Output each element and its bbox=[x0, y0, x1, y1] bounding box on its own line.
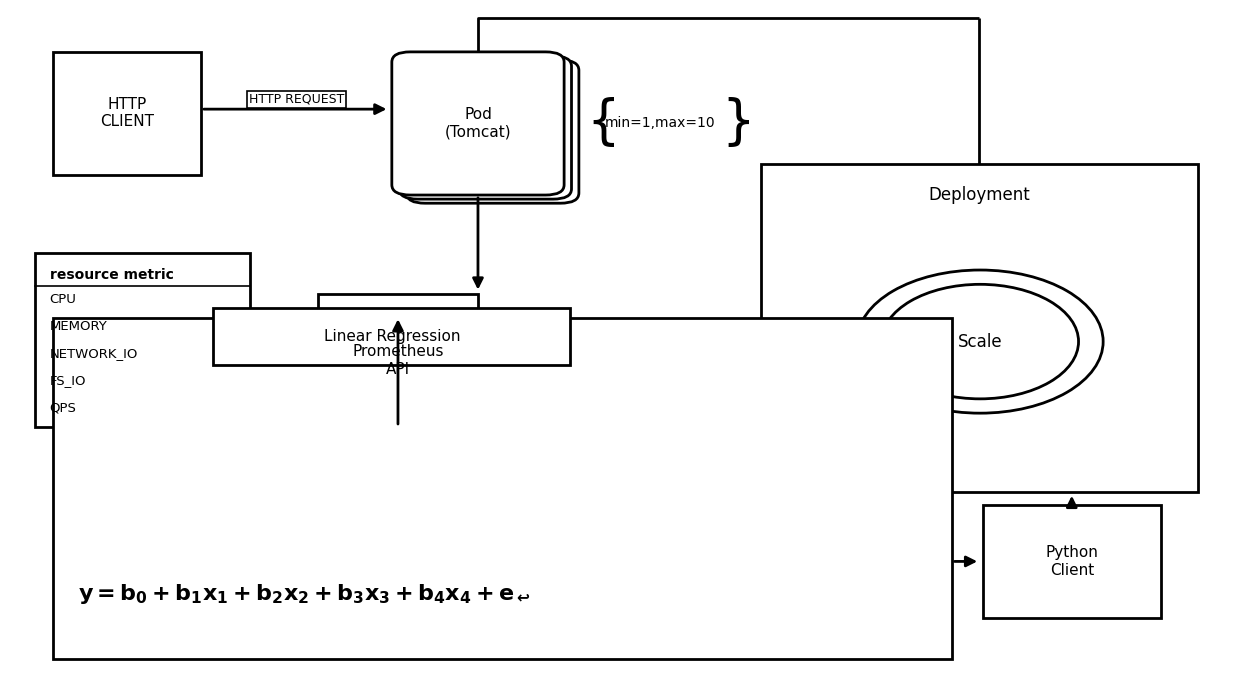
Text: HTTP
CLIENT: HTTP CLIENT bbox=[100, 97, 154, 130]
Text: Prometheus
API: Prometheus API bbox=[352, 344, 444, 377]
Text: CPU: CPU bbox=[50, 293, 77, 306]
FancyBboxPatch shape bbox=[983, 505, 1161, 618]
Ellipse shape bbox=[882, 284, 1078, 399]
Text: NETWORK_IO: NETWORK_IO bbox=[50, 347, 138, 360]
Text: Linear Regression: Linear Regression bbox=[323, 329, 460, 344]
Text: FS_IO: FS_IO bbox=[50, 374, 87, 387]
FancyBboxPatch shape bbox=[53, 52, 201, 175]
FancyBboxPatch shape bbox=[318, 294, 478, 427]
FancyBboxPatch shape bbox=[392, 52, 564, 195]
FancyBboxPatch shape bbox=[53, 317, 952, 658]
Text: MEMORY: MEMORY bbox=[50, 319, 108, 333]
Text: QPS: QPS bbox=[50, 402, 77, 415]
FancyBboxPatch shape bbox=[406, 60, 579, 204]
Text: Deployment: Deployment bbox=[928, 186, 1031, 204]
FancyBboxPatch shape bbox=[213, 308, 570, 366]
Ellipse shape bbox=[857, 270, 1103, 413]
Text: }: } bbox=[721, 97, 756, 150]
Text: Scale: Scale bbox=[958, 333, 1002, 351]
Text: {: { bbox=[586, 97, 620, 150]
Text: Pod
(Tomcat): Pod (Tomcat) bbox=[445, 107, 512, 139]
Text: $\mathbf{y = b_0 + b_1x_1 + b_2x_2 + b_3x_3 + b_4x_4 + e_{\hookleftarrow}}$: $\mathbf{y = b_0 + b_1x_1 + b_2x_2 + b_3… bbox=[78, 582, 530, 606]
FancyBboxPatch shape bbox=[35, 253, 250, 427]
Text: HTTP REQUEST: HTTP REQUEST bbox=[249, 92, 344, 106]
FancyBboxPatch shape bbox=[399, 56, 571, 199]
Text: Python
Client: Python Client bbox=[1046, 545, 1098, 578]
FancyBboxPatch shape bbox=[761, 164, 1198, 491]
Text: min=1,max=10: min=1,max=10 bbox=[605, 117, 715, 130]
Text: resource metric: resource metric bbox=[50, 268, 173, 282]
